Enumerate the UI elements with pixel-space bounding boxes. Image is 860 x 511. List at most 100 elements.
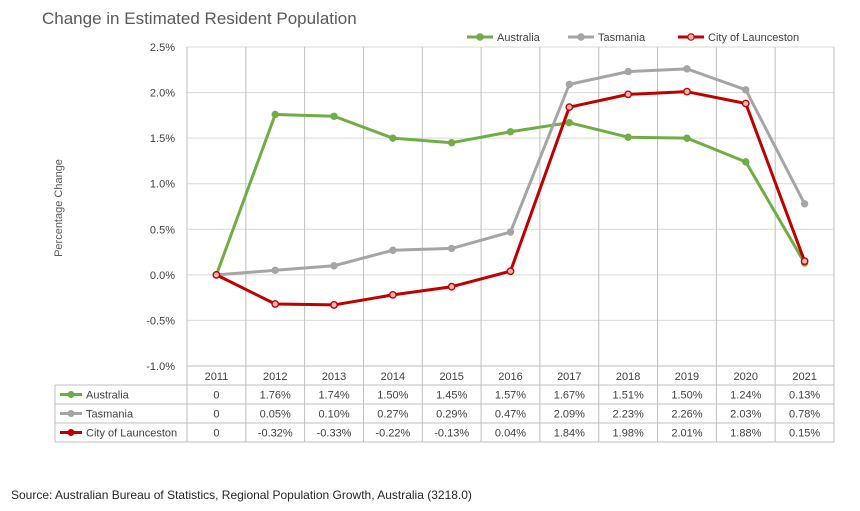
y-tick-label: 2.5% — [150, 42, 175, 54]
y-axis-label: Percentage Change — [53, 159, 65, 257]
data-point — [683, 134, 691, 142]
category-label: 2020 — [734, 371, 758, 383]
table-cell-value: 1.76% — [260, 390, 291, 402]
table-cell-value: 1.88% — [730, 428, 761, 440]
category-label: 2015 — [439, 371, 463, 383]
data-point — [447, 282, 456, 291]
table-cell-value: 0.05% — [260, 409, 291, 421]
table-cell-value: 0 — [213, 390, 219, 402]
category-label: 2021 — [792, 371, 816, 383]
table-cell-value: 2.03% — [730, 409, 761, 421]
y-tick-label: -0.5% — [146, 315, 175, 327]
data-point — [330, 262, 338, 270]
data-point — [506, 128, 515, 136]
chart-title: Change in Estimated Resident Population — [42, 9, 357, 28]
category-label: 2011 — [205, 371, 229, 383]
data-point — [447, 244, 456, 253]
legend-entry: Tasmania — [598, 32, 646, 44]
source-note: Source: Australian Bureau of Statistics,… — [11, 488, 472, 502]
data-point — [271, 266, 279, 274]
table-series-name: Tasmania — [86, 409, 134, 421]
data-point — [624, 67, 632, 76]
data-point — [271, 110, 279, 119]
table-cell-value: 0.15% — [789, 428, 820, 440]
table-cell-value: 2.26% — [671, 409, 702, 421]
table-cell-value: 1.50% — [377, 390, 408, 402]
table-cell-value: -0.22% — [375, 428, 410, 440]
data-point — [447, 139, 456, 147]
table-cell-value: 0.78% — [789, 409, 820, 421]
data-point — [506, 267, 515, 276]
data-point — [212, 270, 221, 279]
table-cell-value: 0.27% — [377, 409, 408, 421]
table-cell-value: 1.98% — [613, 428, 644, 440]
table-cell-value: -0.32% — [258, 428, 293, 440]
legend-key-marker — [687, 33, 695, 41]
y-tick-label: -1.0% — [146, 361, 175, 373]
y-tick-label: 1.5% — [150, 133, 175, 145]
legend: Australia Tasmania City of Launceston — [467, 32, 799, 44]
data-point — [565, 80, 574, 89]
series-lines — [212, 65, 809, 309]
category-label: 2019 — [675, 371, 699, 383]
data-point — [742, 86, 750, 94]
category-label: 2014 — [381, 371, 405, 383]
table-cell-value: 2.09% — [554, 409, 585, 421]
category-label: 2017 — [557, 371, 581, 383]
data-point — [506, 228, 515, 236]
table-cell-value: 0 — [213, 428, 219, 440]
data-point — [389, 246, 397, 254]
y-tick-label: 2.0% — [150, 88, 175, 100]
table-legend-key-marker — [67, 410, 75, 417]
table-cell-value: 0.10% — [318, 409, 349, 421]
table-cell-value: 0 — [213, 409, 219, 421]
table-cell-value: -0.33% — [317, 428, 352, 440]
category-label: 2013 — [322, 371, 346, 383]
y-tick-label: 0.5% — [150, 224, 175, 236]
table-cell-value: 0.29% — [436, 409, 467, 421]
category-label: 2018 — [616, 371, 640, 383]
y-tick-label: 1.0% — [150, 179, 175, 191]
legend-entry: City of Launceston — [708, 32, 799, 44]
table-cell-value: 0.47% — [495, 409, 526, 421]
data-point — [565, 118, 574, 127]
data-point — [330, 112, 338, 120]
table-legend-key-marker — [67, 391, 75, 398]
data-table: 2011 2012 2013 2014 2015 2016 2017 2018 2019 2020… — [54, 47, 835, 443]
data-point — [389, 134, 397, 142]
table-series-name: City of Launceston — [86, 428, 177, 440]
table-cell-value: 2.23% — [613, 409, 644, 421]
legend-key-marker — [577, 33, 585, 41]
gridlines — [187, 46, 834, 367]
table-cell-value: 1.57% — [495, 390, 526, 402]
table-cell-value: 1.67% — [554, 390, 585, 402]
table-cell-value: 0.04% — [495, 428, 526, 440]
data-point — [742, 158, 750, 166]
data-point — [683, 65, 691, 73]
table-cell-value: 1.51% — [613, 390, 644, 402]
table-cell-value: 1.74% — [318, 390, 349, 402]
table-cell-value: 1.84% — [554, 428, 585, 440]
table-legend-key-marker — [67, 429, 75, 436]
y-axis-ticks: -1.0% -0.5% 0.0% 0.5% 1.0% 1.5% 2.0% 2.5% — [146, 42, 175, 373]
data-point — [271, 300, 280, 308]
data-point — [800, 257, 809, 266]
table-cell-value: 2.01% — [671, 428, 702, 440]
category-label: 2016 — [498, 371, 522, 383]
table-cell-value: 1.24% — [730, 390, 761, 402]
data-point — [330, 301, 338, 309]
data-point — [624, 133, 632, 141]
table-cell-value: 1.50% — [671, 390, 702, 402]
table-cell-value: 1.45% — [436, 390, 467, 402]
table-cell-value: 0.13% — [789, 390, 820, 402]
table-cell-value: -0.13% — [434, 428, 469, 440]
legend-key-marker — [476, 33, 484, 41]
legend-entry: Australia — [497, 32, 541, 44]
data-point — [388, 291, 397, 299]
y-tick-label: 0.0% — [150, 270, 175, 282]
data-point — [565, 103, 574, 112]
table-series-name: Australia — [86, 390, 130, 402]
data-point — [800, 200, 809, 208]
category-label: 2012 — [263, 371, 287, 383]
